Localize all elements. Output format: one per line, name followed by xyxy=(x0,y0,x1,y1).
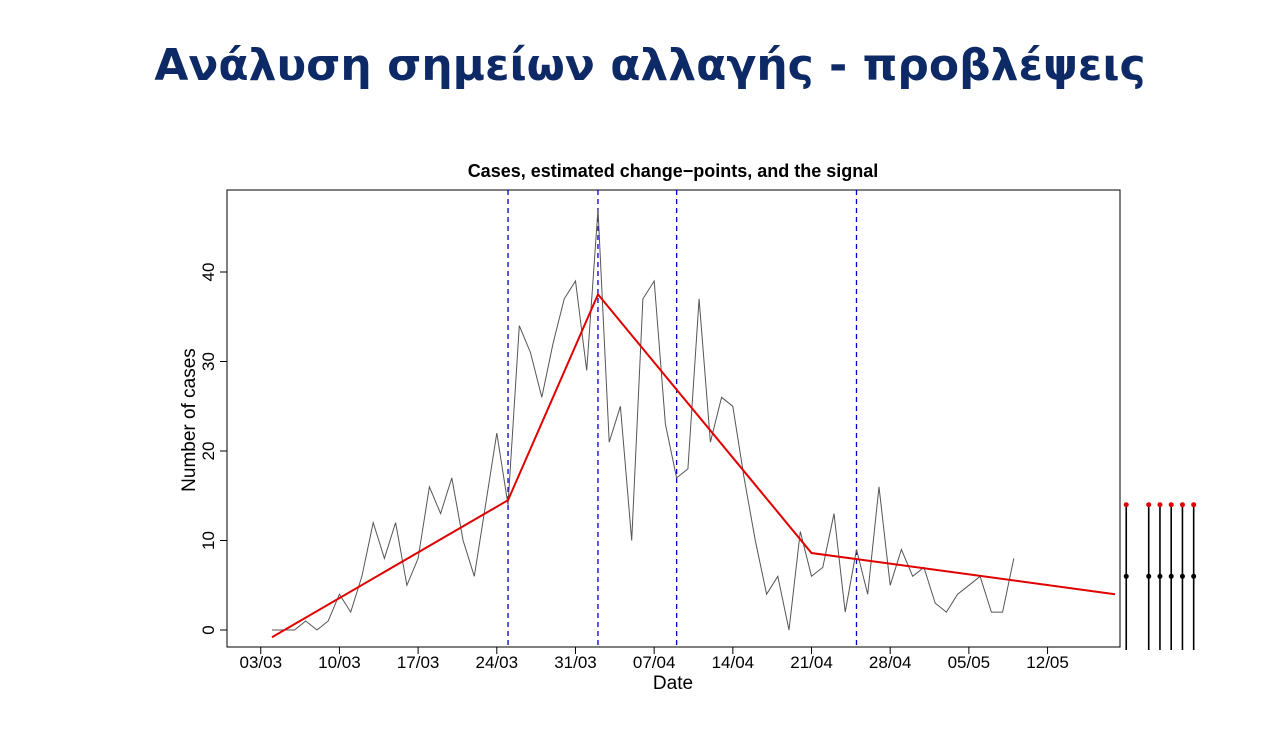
cases-line xyxy=(272,209,1015,631)
y-tick-label: 40 xyxy=(199,263,218,282)
forecast-upper-point xyxy=(1123,502,1129,508)
x-tick-label: 10/03 xyxy=(318,653,361,672)
forecast-point xyxy=(1179,573,1185,579)
y-tick-label: 0 xyxy=(199,625,218,634)
plot-frame xyxy=(226,189,1121,648)
x-tick-label: 31/03 xyxy=(554,653,597,672)
x-tick-label: 21/04 xyxy=(790,653,833,672)
y-tick-label: 10 xyxy=(199,531,218,550)
slide-title: Ανάλυση σημείων αλλαγής - προβλέψεις xyxy=(154,40,1146,91)
signal-line xyxy=(271,292,1116,639)
x-tick-label: 17/03 xyxy=(397,653,440,672)
x-tick-label: 14/04 xyxy=(712,653,755,672)
y-axis-label: Number of cases xyxy=(179,348,200,492)
cases-series xyxy=(272,209,1015,631)
x-tick-label: 28/04 xyxy=(869,653,912,672)
forecast-point xyxy=(1191,573,1197,579)
forecast-upper-point xyxy=(1146,502,1152,508)
forecast xyxy=(1123,502,1197,650)
x-tick-label: 03/03 xyxy=(239,653,282,672)
y-tick-label: 20 xyxy=(199,442,218,461)
forecast-point xyxy=(1146,573,1152,579)
forecast-upper-point xyxy=(1179,502,1185,508)
forecast-point xyxy=(1168,573,1174,579)
forecast-point xyxy=(1123,573,1129,579)
x-tick-label: 05/05 xyxy=(948,653,991,672)
forecast-upper-point xyxy=(1157,502,1163,508)
forecast-upper-point xyxy=(1191,502,1197,508)
change-points xyxy=(507,190,858,647)
forecast-upper-point xyxy=(1168,502,1174,508)
signal-series xyxy=(271,292,1116,639)
x-axis-label: Date xyxy=(653,673,693,694)
x-tick-label: 12/05 xyxy=(1026,653,1069,672)
y-tick-label: 30 xyxy=(199,352,218,371)
chart-title: Cases, estimated change−points, and the … xyxy=(468,161,879,181)
x-tick-label: 24/03 xyxy=(476,653,519,672)
x-axis: 03/03 10/03 17/03 24/03 31/03 07/04 14/04 21/04… xyxy=(239,647,1069,672)
x-tick-label: 07/04 xyxy=(633,653,676,672)
y-axis: 0 10 20 30 40 xyxy=(199,263,227,635)
forecast-point xyxy=(1157,573,1163,579)
